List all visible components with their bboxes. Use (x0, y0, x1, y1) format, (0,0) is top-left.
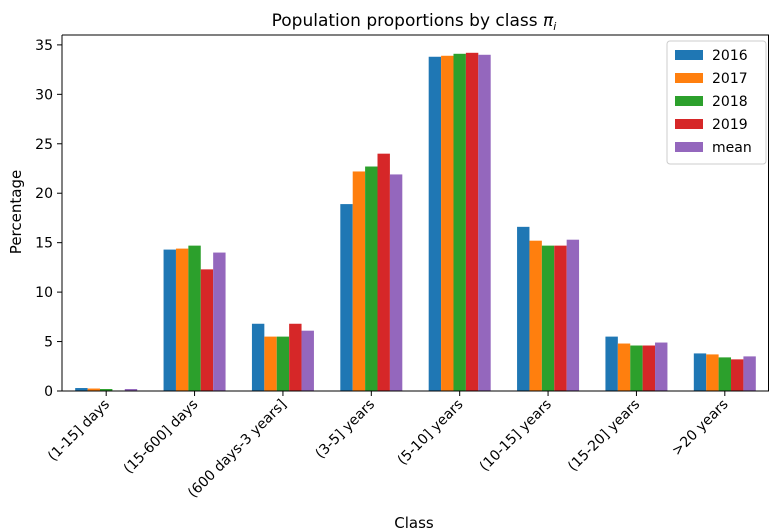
legend-label-mean: mean (712, 140, 752, 156)
y-tick-label-35: 35 (35, 38, 53, 54)
legend-swatch-2018 (675, 96, 703, 106)
bar-2016-7 (693, 353, 707, 391)
x-tick-label-1: (15-600] days (121, 397, 202, 478)
bar-2018-7 (718, 357, 732, 391)
bar-2018-3 (365, 166, 378, 391)
chart-title: Population proportions by class πi (272, 11, 557, 33)
bar-2017-6 (617, 343, 631, 391)
bar-2016-1 (163, 249, 176, 391)
bar-mean-6 (655, 342, 668, 391)
bar-2016-3 (340, 204, 353, 391)
bar-2019-7 (731, 359, 744, 391)
bar-mean-5 (566, 239, 580, 391)
y-axis-title: Percentage (7, 170, 25, 254)
bar-2018-2 (276, 336, 290, 391)
x-axis-title: Class (394, 514, 434, 532)
bar-mean-4 (478, 54, 491, 391)
bar-2019-4 (465, 52, 479, 392)
bar-2019-6 (642, 345, 656, 391)
y-tick-label-25: 25 (35, 137, 53, 153)
bar-2018-0 (99, 389, 113, 391)
y-tick-label-20: 20 (35, 186, 53, 202)
bar-2016-6 (605, 336, 618, 391)
legend-swatch-mean (675, 142, 703, 152)
bars-group (75, 52, 756, 392)
x-tick-label-2: (600 days-3 years] (185, 397, 290, 502)
y-tick-label-5: 5 (44, 335, 53, 351)
chart-title-symbol: π (543, 11, 554, 31)
x-tick-label-0: (1-15] days (45, 397, 113, 465)
legend-label-2019: 2019 (712, 117, 748, 133)
legend-label-2017: 2017 (712, 71, 748, 87)
bar-2018-6 (630, 345, 643, 391)
chart-title-text: Population proportions by class (272, 11, 538, 31)
legend: 2016 2017 2018 2019 mean (666, 40, 767, 165)
bar-2019-1 (200, 269, 214, 391)
legend-swatch-2016 (675, 50, 703, 60)
y-tick-label-0: 0 (44, 384, 53, 400)
y-tick-label-30: 30 (35, 87, 53, 103)
bar-2018-1 (188, 245, 201, 391)
bar-2018-4 (453, 53, 466, 391)
bar-2016-4 (428, 56, 442, 391)
x-tick-label-7: >20 years (669, 397, 732, 460)
bar-2017-0 (87, 388, 100, 391)
chart-title-subscript: i (553, 20, 556, 33)
y-tick-label-15: 15 (35, 236, 53, 252)
y-tick-label-10: 10 (35, 285, 53, 301)
x-tick-label-4: (5-10] years (395, 397, 467, 469)
bar-2016-2 (251, 323, 265, 391)
x-tick-label-5: (10-15] years (477, 397, 555, 475)
bar-mean-3 (389, 174, 403, 391)
legend-label-2016: 2016 (712, 48, 748, 64)
legend-swatch-2017 (675, 73, 703, 83)
bar-2019-3 (377, 153, 390, 391)
bar-mean-2 (301, 330, 314, 391)
bar-2019-5 (554, 245, 567, 391)
legend-label-2018: 2018 (712, 94, 748, 110)
bar-mean-1 (213, 252, 226, 391)
bar-2017-1 (175, 248, 189, 391)
bar-2017-5 (529, 240, 542, 391)
bar-2016-5 (517, 226, 530, 391)
x-tick-label-6: (15-20] years (565, 397, 643, 475)
bar-2019-2 (289, 323, 302, 391)
bar-2017-2 (264, 336, 277, 391)
bar-2018-5 (541, 245, 555, 391)
legend-box (666, 40, 767, 165)
bar-2017-4 (441, 55, 454, 392)
x-tick-label-3: (3-5] years (313, 397, 379, 463)
bar-2017-7 (706, 354, 719, 391)
legend-swatch-2019 (675, 119, 703, 129)
bar-2017-3 (352, 171, 366, 391)
bar-mean-0 (124, 389, 138, 391)
bar-2016-0 (75, 388, 88, 391)
bar-mean-7 (743, 356, 756, 391)
